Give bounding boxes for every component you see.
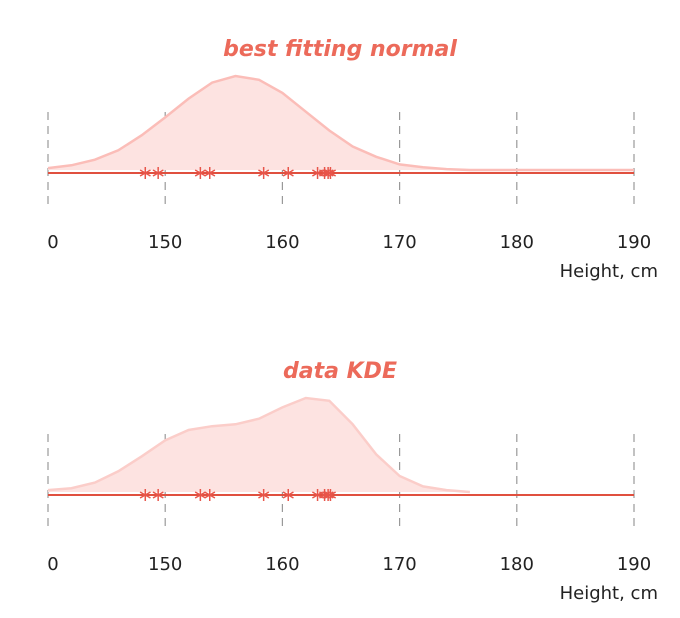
chart-title: data KDE [283, 359, 397, 384]
data-point [322, 167, 334, 179]
x-tick-label: 190 [617, 232, 651, 253]
data-point [204, 489, 216, 501]
data-point [139, 489, 151, 501]
x-tick-label: 150 [148, 232, 182, 253]
star-stroke [282, 169, 294, 177]
x-tick-label: 0 [47, 232, 58, 253]
data-point [282, 489, 294, 501]
star-stroke [152, 491, 164, 499]
data-point [282, 167, 294, 179]
x-tick-label: 150 [148, 554, 182, 575]
data-point [322, 489, 334, 501]
x-tick-label: 160 [265, 232, 299, 253]
star-stroke [152, 169, 164, 177]
x-axis-label: Height, cm [560, 583, 658, 604]
star-stroke [322, 491, 334, 499]
data-point [194, 167, 206, 179]
x-tick-label: 160 [265, 554, 299, 575]
star-stroke [204, 169, 216, 177]
density-fill [48, 398, 470, 492]
density-fill [48, 76, 634, 170]
density-curve [47, 396, 471, 494]
star-stroke [194, 491, 206, 499]
x-tick-label: 170 [382, 554, 416, 575]
density-curve [47, 74, 634, 172]
data-point [258, 489, 270, 501]
chart-title: best fitting normal [223, 37, 457, 62]
star-stroke [194, 169, 206, 177]
data-point [152, 489, 164, 501]
x-tick-label: 170 [382, 232, 416, 253]
star-stroke [258, 169, 270, 177]
x-tick-label: 190 [617, 554, 651, 575]
data-point [204, 167, 216, 179]
data-point [139, 167, 151, 179]
data-point [324, 167, 337, 179]
data-point [152, 167, 164, 179]
data-point [194, 489, 206, 501]
x-tick-label: 180 [500, 232, 534, 253]
star-stroke [324, 169, 337, 177]
data-point [324, 489, 337, 501]
star-stroke [204, 491, 216, 499]
data-point [258, 167, 270, 179]
star-stroke [139, 169, 151, 177]
x-tick-label: 0 [47, 554, 58, 575]
star-stroke [322, 169, 334, 177]
star-stroke [258, 491, 270, 499]
star-stroke [139, 491, 151, 499]
x-tick-label: 180 [500, 554, 534, 575]
x-axis-label: Height, cm [560, 261, 658, 282]
star-stroke [324, 491, 337, 499]
star-stroke [282, 491, 294, 499]
